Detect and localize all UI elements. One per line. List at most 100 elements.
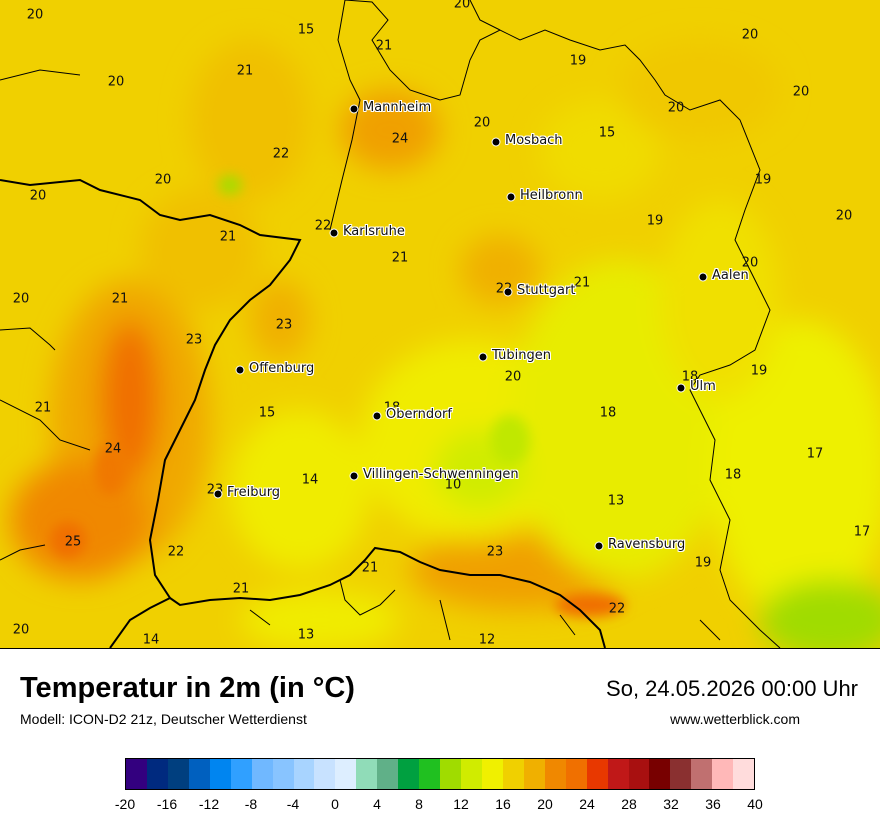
temperature-value: 20 — [26, 7, 44, 23]
temperature-value: 23 — [486, 544, 504, 560]
city-marker[interactable] — [349, 104, 359, 114]
legend-swatch — [691, 759, 713, 789]
temperature-value: 19 — [569, 53, 587, 69]
legend-swatch — [335, 759, 357, 789]
temperature-value: 20 — [792, 84, 810, 100]
temperature-value: 20 — [29, 188, 47, 204]
temperature-value: 10 — [444, 477, 462, 493]
legend-tick-label: 0 — [331, 796, 339, 812]
temperature-value: 22 — [167, 544, 185, 560]
temperature-value: 15 — [297, 22, 315, 38]
temperature-value: 21 — [236, 63, 254, 79]
chart-title: Temperatur in 2m (in °C) — [20, 672, 355, 704]
legend-tick-label: 4 — [373, 796, 381, 812]
temperature-value: 20 — [154, 172, 172, 188]
city-label: Ulm — [690, 379, 716, 394]
legend-swatch — [712, 759, 734, 789]
legend-swatch — [628, 759, 650, 789]
legend-swatch — [377, 759, 399, 789]
temperature-value: 18 — [383, 400, 401, 416]
temperature-value: 12 — [478, 632, 496, 648]
legend-tick-label: 20 — [537, 796, 553, 812]
city-label: Tübingen — [492, 348, 551, 363]
legend-tick-label: 24 — [579, 796, 595, 812]
legend-swatch — [356, 759, 378, 789]
city-marker[interactable] — [506, 192, 516, 202]
legend-ticks: -20 -16 -12 -8 -4 0 4 8 12 16 20 24 28 32 36 40 — [115, 796, 763, 816]
temperature-map[interactable] — [0, 0, 880, 649]
city-marker[interactable] — [213, 489, 223, 499]
legend-swatch — [544, 759, 566, 789]
temperature-value: 17 — [853, 524, 871, 540]
temperature-value: 23 — [275, 317, 293, 333]
legend-tick-label: -4 — [286, 796, 300, 812]
legend-tick-label: -12 — [198, 796, 220, 812]
legend-tick-label: 32 — [663, 796, 679, 812]
legend-swatch — [586, 759, 608, 789]
temperature-value: 21 — [375, 38, 393, 54]
temperature-value: 18 — [681, 369, 699, 385]
website-link[interactable]: www.wetterblick.com — [670, 711, 800, 727]
legend-swatch — [565, 759, 587, 789]
legend-swatch — [146, 759, 168, 789]
temperature-value: 20 — [504, 369, 522, 385]
temperature-value: 19 — [754, 172, 772, 188]
city-marker[interactable] — [235, 365, 245, 375]
city-marker[interactable] — [676, 383, 686, 393]
legend-swatch — [502, 759, 524, 789]
legend-swatch — [461, 759, 482, 789]
temperature-value: 25 — [64, 534, 82, 550]
temperature-value: 20 — [12, 622, 30, 638]
temperature-value: 15 — [258, 405, 276, 421]
temperature-value: 15 — [598, 125, 616, 141]
map-canvas — [0, 0, 880, 648]
legend-swatch — [230, 759, 252, 789]
legend-swatch — [419, 759, 441, 789]
color-legend — [125, 758, 755, 790]
legend-tick-label: -8 — [244, 796, 258, 812]
legend-swatch — [523, 759, 545, 789]
city-label: Freiburg — [227, 485, 281, 500]
temperature-value: 13 — [607, 493, 625, 509]
legend-swatch — [126, 759, 147, 789]
city-marker[interactable] — [594, 541, 604, 551]
city-label: Karlsruhe — [343, 224, 405, 239]
city-label: Mannheim — [363, 100, 432, 115]
city-label: Offenburg — [249, 361, 315, 376]
city-marker[interactable] — [372, 411, 382, 421]
legend-swatch — [167, 759, 189, 789]
city-label: Oberndorf — [386, 407, 452, 422]
temperature-value: 21 — [573, 275, 591, 291]
forecast-datetime: So, 24.05.2026 00:00 Uhr — [606, 676, 858, 701]
city-marker[interactable] — [478, 352, 488, 362]
legend-tick-label: 12 — [453, 796, 469, 812]
legend-tick-label: 28 — [621, 796, 637, 812]
model-info: Modell: ICON-D2 21z, Deutscher Wetterdie… — [20, 711, 307, 727]
legend-swatch — [607, 759, 629, 789]
legend-swatch — [314, 759, 336, 789]
legend-swatch — [398, 759, 420, 789]
legend-swatch — [649, 759, 671, 789]
temperature-value: 19 — [750, 363, 768, 379]
temperature-value: 22 — [314, 218, 332, 234]
temperature-value: 18 — [724, 467, 742, 483]
temperature-value: 20 — [453, 0, 471, 12]
legend-tick-label: 36 — [705, 796, 721, 812]
temperature-field — [10, 40, 880, 648]
city-label: Heilbronn — [520, 188, 583, 203]
borders — [0, 0, 781, 648]
temperature-value: 19 — [646, 213, 664, 229]
temperature-value: 24 — [104, 441, 122, 457]
city-marker[interactable] — [503, 287, 513, 297]
legend-tick-label: -20 — [114, 796, 136, 812]
city-marker[interactable] — [698, 272, 708, 282]
city-marker[interactable] — [329, 228, 339, 238]
temperature-value: 20 — [473, 115, 491, 131]
legend-swatch — [251, 759, 273, 789]
city-label: Ravensburg — [608, 537, 686, 552]
temperature-value: 21 — [111, 291, 129, 307]
city-marker[interactable] — [349, 471, 359, 481]
city-marker[interactable] — [491, 137, 501, 147]
legend-tick-label: 40 — [747, 796, 763, 812]
city-label: Mosbach — [505, 133, 563, 148]
